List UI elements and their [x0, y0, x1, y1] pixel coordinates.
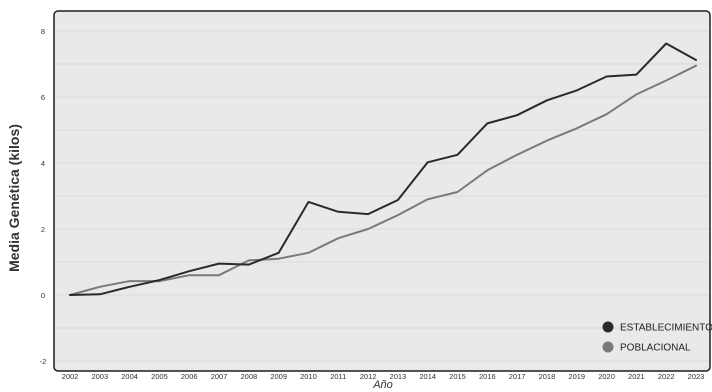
x-tick-label: 2006: [181, 372, 198, 381]
x-tick-label: 2011: [330, 372, 346, 381]
legend: ESTABLECIMIENTO POBLACIONAL: [602, 321, 712, 354]
x-tick-label: 2002: [62, 372, 79, 381]
x-tick-label: 2007: [211, 372, 228, 381]
legend-marker: [602, 341, 614, 353]
y-axis-label: Media Genética (kilos): [6, 124, 22, 272]
legend-marker: [602, 321, 614, 333]
y-tick-label: 4: [41, 159, 45, 168]
y-tick-label: 6: [41, 93, 45, 102]
x-tick-label: 2009: [270, 372, 287, 381]
x-tick-label: 2013: [390, 372, 407, 381]
x-tick-label: 2015: [449, 372, 466, 381]
x-axis-label: Año: [372, 379, 393, 391]
x-tick-label: 2010: [300, 372, 317, 381]
series-lines: [69, 42, 697, 296]
y-tick-label: -2: [40, 357, 47, 366]
plot-area: [53, 10, 711, 372]
y-tick-label: 8: [41, 27, 45, 36]
legend-label: POBLACIONAL: [620, 343, 691, 354]
x-tick-label: 2018: [539, 372, 556, 381]
x-tick-label: 2012: [360, 372, 377, 381]
x-tick-label: 2022: [658, 372, 675, 381]
series-line-poblacional: [69, 64, 697, 296]
grid-lines: [55, 30, 709, 362]
x-tick-label: 2021: [628, 372, 645, 381]
series-line-establecimiento: [69, 42, 697, 296]
y-tick-label: 0: [41, 291, 45, 300]
x-tick-label: 2004: [121, 372, 138, 381]
x-tick-label: 2017: [509, 372, 526, 381]
x-tick-label: 2020: [598, 372, 615, 381]
x-tick-label: 2003: [91, 372, 108, 381]
x-tick-label: 2019: [568, 372, 585, 381]
x-tick-label: 2016: [479, 372, 496, 381]
y-axis-ticks: -2 0 2 4 6 8: [40, 27, 47, 366]
x-tick-label: 2008: [241, 372, 258, 381]
x-tick-label: 2005: [151, 372, 168, 381]
y-tick-label: 2: [41, 225, 45, 234]
legend-label: ESTABLECIMIENTO: [620, 323, 712, 334]
x-tick-label: 2014: [419, 372, 436, 381]
x-axis-ticks: 2002 2003 2004 2005 2006 2007 2008 2009 2010 2011…: [62, 372, 705, 381]
x-tick-label: 2023: [688, 372, 705, 381]
